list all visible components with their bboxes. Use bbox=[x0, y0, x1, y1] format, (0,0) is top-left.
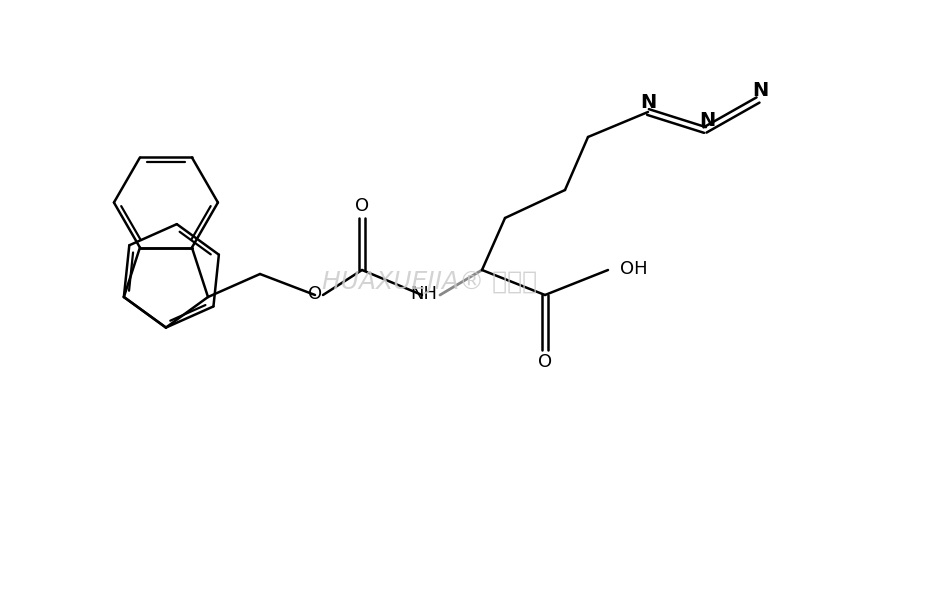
Text: N: N bbox=[640, 92, 656, 111]
Text: O: O bbox=[355, 197, 369, 215]
Text: O: O bbox=[538, 353, 552, 371]
Text: HUAXUEJIA® 化学加: HUAXUEJIA® 化学加 bbox=[323, 270, 538, 294]
Text: N: N bbox=[752, 81, 769, 99]
Text: NH: NH bbox=[410, 285, 438, 303]
Text: O: O bbox=[308, 285, 322, 303]
Text: N: N bbox=[698, 111, 715, 130]
Text: OH: OH bbox=[620, 260, 648, 278]
